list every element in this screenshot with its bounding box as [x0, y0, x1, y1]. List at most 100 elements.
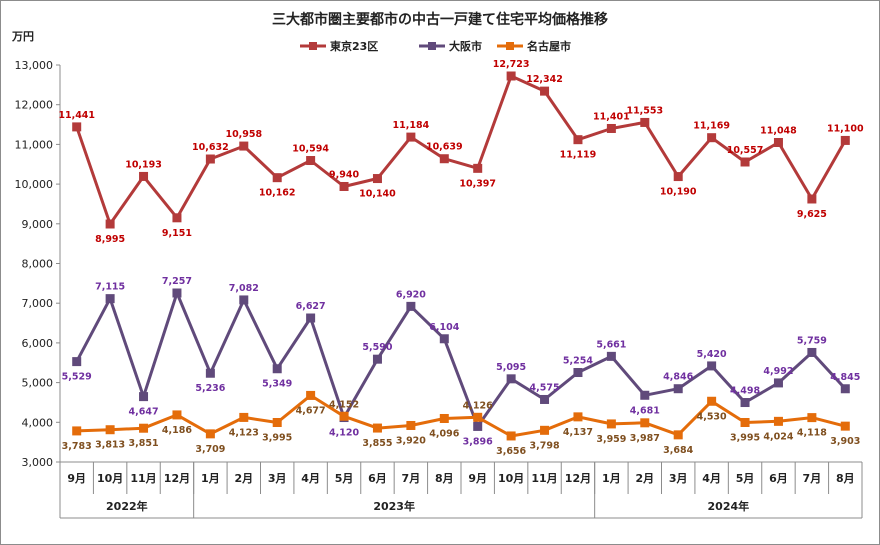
data-point [807, 194, 817, 204]
y-tick-label: 8,000 [22, 258, 54, 271]
data-label: 5,529 [62, 372, 92, 383]
data-point [807, 413, 817, 423]
data-point [673, 430, 683, 440]
y-tick-label: 5,000 [22, 377, 54, 390]
data-label: 11,184 [393, 120, 430, 131]
data-label: 9,940 [329, 169, 359, 180]
data-label: 3,656 [496, 446, 526, 457]
data-point [740, 417, 750, 427]
data-point [573, 368, 583, 378]
data-point [840, 384, 850, 394]
data-point [172, 410, 182, 420]
data-point [573, 412, 583, 422]
legend-label: 名古屋市 [527, 39, 571, 53]
x-tick-label: 2月 [234, 472, 253, 485]
legend-marker [428, 42, 436, 50]
legend-marker [309, 42, 317, 50]
data-label: 3,684 [663, 445, 693, 456]
data-point [807, 347, 817, 357]
data-point [773, 137, 783, 147]
data-label: 5,590 [362, 342, 392, 353]
data-label: 4,575 [530, 382, 560, 393]
data-point [306, 313, 316, 323]
data-point [272, 417, 282, 427]
data-label: 4,498 [730, 386, 760, 397]
data-label: 3,813 [95, 440, 125, 451]
data-label: 3,995 [262, 432, 292, 443]
data-label: 11,441 [58, 110, 95, 121]
x-tick-label: 5月 [335, 472, 354, 485]
x-tick-label: 10月 [498, 472, 524, 485]
x-tick-label: 11月 [130, 472, 156, 485]
y-tick-label: 6,000 [22, 337, 54, 350]
data-point [105, 425, 115, 435]
data-point [473, 412, 483, 422]
data-label: 4,123 [229, 427, 259, 438]
data-point [139, 423, 149, 433]
data-label: 3,798 [530, 440, 560, 451]
x-tick-label: 4月 [702, 472, 721, 485]
data-point [306, 390, 316, 400]
x-tick-label: 9月 [468, 472, 487, 485]
data-label: 4,126 [463, 400, 493, 411]
axes: 3,000 4,000 5,000 6,000 7,000 8,000 9,000 10,00… [15, 59, 863, 519]
x-tick-label: 7月 [803, 472, 822, 485]
data-point [339, 181, 349, 191]
data-label: 5,759 [797, 335, 827, 346]
x-tick-label: 3月 [669, 472, 688, 485]
data-label: 11,119 [560, 150, 597, 161]
data-label: 11,169 [693, 121, 730, 132]
data-label: 5,349 [262, 379, 292, 390]
x-tick-label: 9月 [67, 472, 86, 485]
x-tick-label: 6月 [368, 472, 387, 485]
data-label: 4,845 [830, 372, 860, 383]
data-point [239, 295, 249, 305]
data-label: 10,190 [660, 187, 697, 198]
data-point [239, 412, 249, 422]
data-label: 9,151 [162, 228, 192, 239]
data-label: 3,995 [730, 432, 760, 443]
data-label: 3,920 [396, 435, 426, 446]
data-point [306, 156, 316, 166]
data-label: 4,677 [296, 405, 326, 416]
data-label: 10,140 [359, 189, 396, 200]
data-point [139, 392, 149, 402]
data-point [640, 418, 650, 428]
data-label: 6,104 [429, 322, 459, 333]
data-point [707, 361, 717, 371]
data-label: 10,639 [426, 142, 463, 153]
data-point [239, 141, 249, 151]
data-point [740, 157, 750, 167]
data-label: 6,627 [296, 301, 326, 312]
data-label: 3,903 [830, 436, 860, 447]
data-label: 11,100 [827, 123, 864, 134]
data-point [506, 374, 516, 384]
data-point [272, 173, 282, 183]
legend-label: 大阪市 [449, 39, 482, 53]
x-tick-label: 7月 [402, 472, 421, 485]
data-label: 12,723 [493, 59, 530, 70]
data-point [540, 394, 550, 404]
data-label: 4,024 [763, 431, 793, 442]
x-tick-label: 12月 [164, 472, 190, 485]
data-label: 3,896 [463, 436, 493, 447]
data-point [406, 132, 416, 142]
x-tick-label: 1月 [201, 472, 220, 485]
y-tick-label: 11,000 [15, 138, 54, 151]
data-label: 10,557 [727, 145, 764, 156]
year-label: 2023年 [373, 499, 415, 513]
data-label: 4,530 [697, 411, 727, 422]
year-label: 2022年 [106, 499, 148, 513]
data-label: 5,095 [496, 362, 526, 373]
legend-label: 東京23区 [330, 39, 378, 53]
y-tick-label: 4,000 [22, 416, 54, 429]
data-point [139, 171, 149, 181]
data-point [72, 426, 82, 436]
x-tick-label: 8月 [435, 472, 454, 485]
data-point [740, 398, 750, 408]
data-point [573, 135, 583, 145]
data-label: 11,553 [626, 105, 663, 116]
data-point [840, 421, 850, 431]
data-label: 10,632 [192, 142, 229, 153]
data-label: 4,152 [329, 399, 359, 410]
